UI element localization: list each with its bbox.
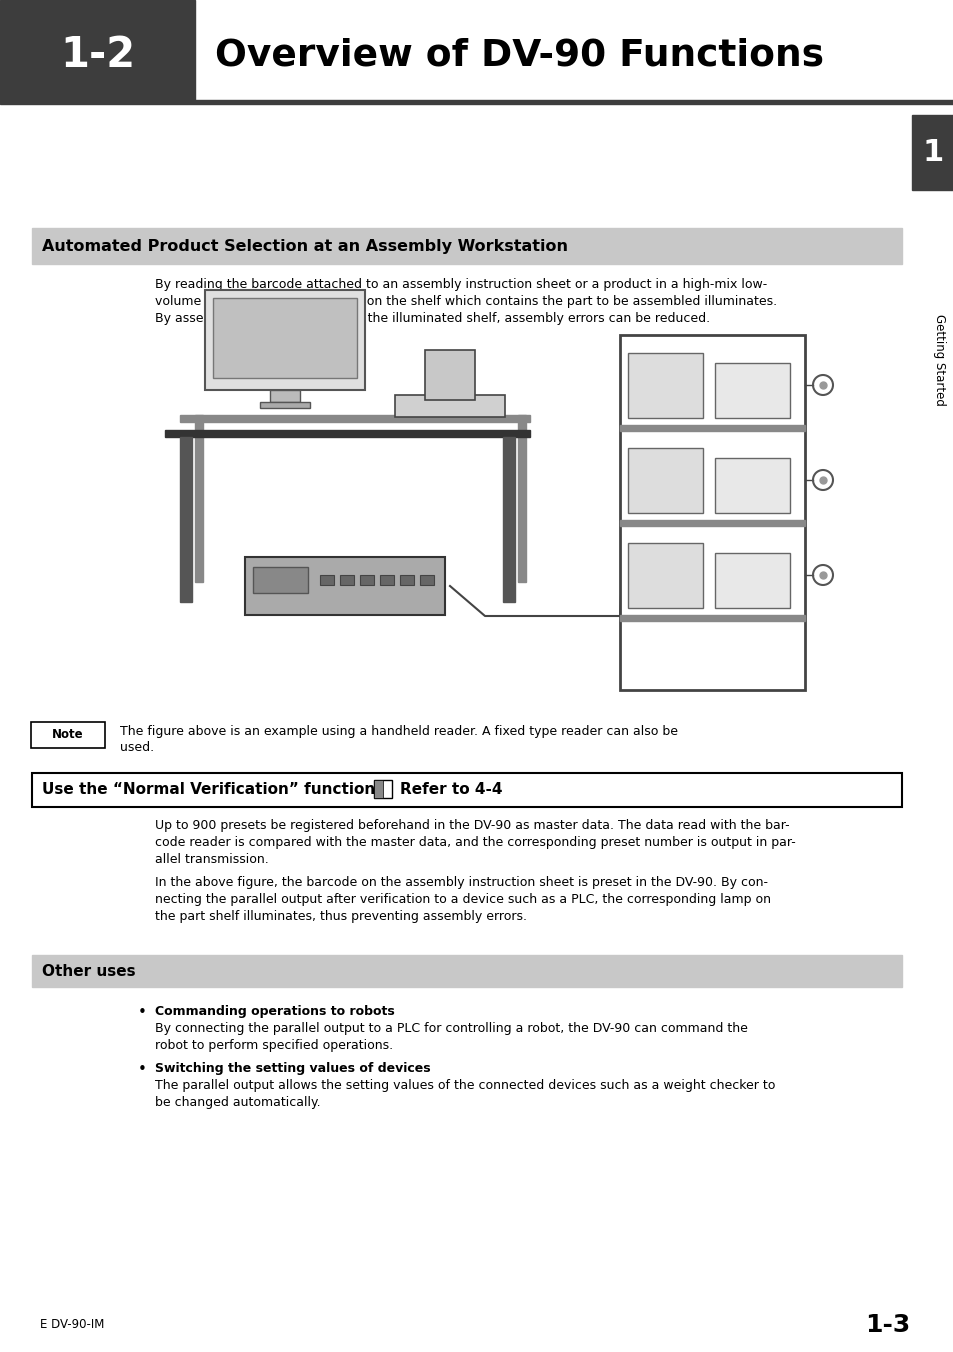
Text: robot to perform specified operations.: robot to perform specified operations.: [154, 1038, 393, 1052]
Text: •: •: [138, 1005, 147, 1019]
Bar: [714, 362, 789, 418]
Text: 1-3: 1-3: [863, 1313, 909, 1337]
Bar: [627, 544, 702, 608]
Bar: [165, 430, 530, 437]
Bar: [627, 448, 702, 512]
Bar: [502, 437, 515, 602]
Bar: [395, 395, 504, 416]
Bar: [714, 458, 789, 512]
Text: Overview of DV-90 Functions: Overview of DV-90 Functions: [214, 37, 823, 73]
Text: In the above figure, the barcode on the assembly instruction sheet is preset in : In the above figure, the barcode on the …: [154, 876, 767, 890]
Bar: [714, 553, 789, 608]
Text: By reading the barcode attached to an assembly instruction sheet or a product in: By reading the barcode attached to an as…: [154, 279, 766, 291]
Bar: [205, 289, 365, 389]
Text: Getting Started: Getting Started: [933, 314, 945, 406]
Text: be changed automatically.: be changed automatically.: [154, 1096, 320, 1109]
Bar: [399, 575, 414, 585]
Text: Other uses: Other uses: [42, 964, 135, 979]
Bar: [619, 615, 804, 621]
Bar: [619, 425, 804, 431]
Text: Use the “Normal Verification” function.: Use the “Normal Verification” function.: [42, 783, 380, 798]
Text: code reader is compared with the master data, and the corresponding preset numbe: code reader is compared with the master …: [154, 836, 795, 849]
Bar: [517, 415, 525, 581]
Text: volume production line, the lamp on the shelf which contains the part to be asse: volume production line, the lamp on the …: [154, 295, 777, 308]
Bar: [359, 575, 374, 585]
Bar: [213, 297, 356, 379]
Bar: [260, 402, 310, 408]
Bar: [32, 228, 901, 264]
Text: Commanding operations to robots: Commanding operations to robots: [154, 1005, 395, 1018]
FancyBboxPatch shape: [30, 722, 105, 748]
Bar: [270, 389, 299, 402]
Text: Note: Note: [52, 729, 84, 741]
Bar: [245, 557, 444, 615]
Bar: [619, 521, 804, 526]
Text: By connecting the parallel output to a PLC for controlling a robot, the DV-90 ca: By connecting the parallel output to a P…: [154, 1022, 747, 1036]
Bar: [0, 0, 194, 100]
Text: Automated Product Selection at an Assembly Workstation: Automated Product Selection at an Assemb…: [42, 238, 567, 254]
Bar: [911, 115, 953, 191]
Bar: [32, 773, 901, 807]
Bar: [374, 780, 382, 798]
Text: •: •: [138, 1063, 147, 1078]
Bar: [32, 955, 901, 987]
Bar: [419, 575, 434, 585]
Text: By assembling the part stored on the illuminated shelf, assembly errors can be r: By assembling the part stored on the ill…: [154, 312, 709, 324]
Text: The figure above is an example using a handheld reader. A fixed type reader can : The figure above is an example using a h…: [120, 725, 678, 738]
Bar: [180, 415, 530, 422]
Text: necting the parallel output after verification to a device such as a PLC, the co: necting the parallel output after verifi…: [154, 894, 770, 906]
Bar: [424, 350, 475, 400]
Text: allel transmission.: allel transmission.: [154, 853, 269, 867]
Bar: [619, 335, 804, 690]
Bar: [379, 575, 394, 585]
Bar: [180, 437, 192, 602]
Text: used.: used.: [120, 741, 154, 754]
Text: Switching the setting values of devices: Switching the setting values of devices: [154, 1063, 430, 1075]
Text: the part shelf illuminates, thus preventing assembly errors.: the part shelf illuminates, thus prevent…: [154, 910, 526, 923]
Bar: [627, 353, 702, 418]
Bar: [374, 780, 392, 798]
Text: Up to 900 presets be registered beforehand in the DV-90 as master data. The data: Up to 900 presets be registered beforeha…: [154, 819, 789, 831]
Text: E DV-90-IM: E DV-90-IM: [40, 1318, 104, 1332]
Text: The parallel output allows the setting values of the connected devices such as a: The parallel output allows the setting v…: [154, 1079, 775, 1092]
Text: 1: 1: [922, 138, 943, 168]
Text: Refer to 4-4: Refer to 4-4: [399, 783, 502, 798]
Text: 1-2: 1-2: [60, 34, 135, 76]
Bar: [319, 575, 334, 585]
Bar: [0, 100, 953, 104]
Bar: [253, 566, 308, 594]
Bar: [339, 575, 354, 585]
Bar: [194, 415, 203, 581]
